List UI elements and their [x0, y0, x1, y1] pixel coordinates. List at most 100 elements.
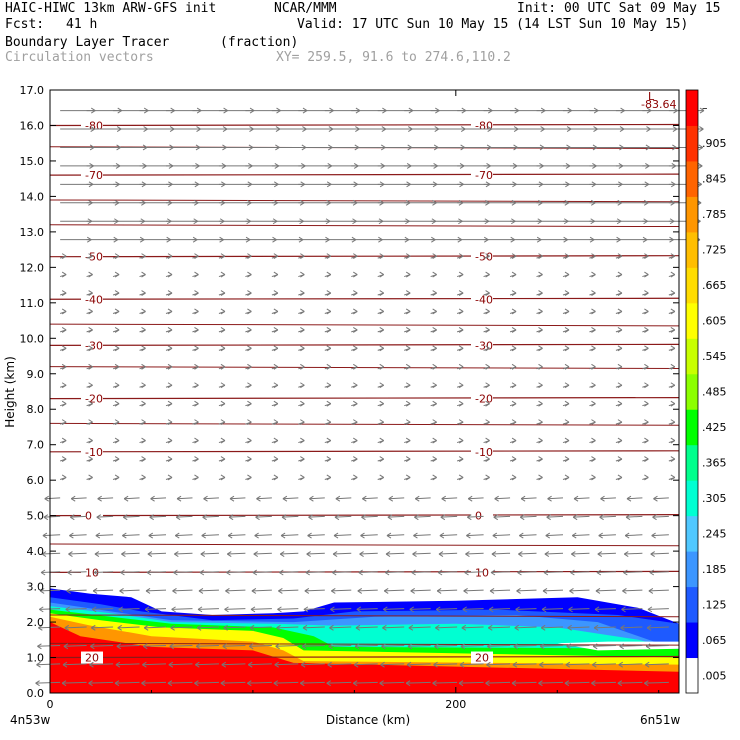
vector-head — [511, 271, 517, 278]
vector-head — [487, 643, 492, 650]
circulation-vector — [117, 626, 140, 629]
vector-head — [591, 363, 596, 370]
vector-head — [37, 643, 42, 650]
vector-head — [273, 474, 279, 481]
circulation-vector — [253, 552, 272, 555]
vector-head — [591, 290, 596, 296]
tracer-band-core — [50, 622, 679, 693]
circulation-vector — [197, 626, 219, 629]
vector-head — [617, 326, 623, 333]
circulation-vector — [171, 608, 193, 610]
circulation-vector — [122, 534, 140, 537]
vector-head — [141, 437, 146, 444]
vector-head — [379, 437, 384, 444]
vector-head — [440, 514, 446, 521]
vector-head — [564, 290, 570, 296]
vector-head — [567, 624, 572, 631]
isotherm-m40 — [49, 297, 680, 300]
vector-head — [511, 419, 517, 426]
colorbar-label: .845 — [702, 173, 727, 186]
vector-head — [273, 382, 279, 389]
circulation-vector — [491, 552, 511, 555]
circulation-vector — [69, 534, 87, 537]
vector-head — [408, 624, 414, 631]
vector-head — [412, 551, 417, 557]
isotherm-label: -50 — [475, 251, 493, 264]
isotherm-unlabeled — [49, 224, 680, 228]
vector-head — [253, 551, 258, 557]
circulation-vector — [646, 644, 669, 647]
vector-head — [273, 363, 279, 370]
vector-head — [353, 419, 358, 426]
vector-head — [353, 437, 358, 444]
vector-head — [220, 437, 226, 444]
vector-head — [167, 290, 173, 296]
vector-head — [141, 308, 146, 315]
vector-head — [571, 551, 576, 557]
vector-head — [141, 363, 146, 370]
vector-head — [649, 569, 655, 576]
vector-head — [653, 495, 658, 502]
circulation-vector — [90, 644, 114, 647]
vector-head — [435, 624, 440, 631]
vector-head — [566, 643, 572, 650]
colorbar-label: .305 — [702, 492, 727, 505]
vector-head — [116, 643, 122, 650]
vector-head — [405, 326, 411, 333]
colorbar-swatch — [686, 338, 698, 375]
circulation-vector — [358, 571, 378, 573]
circulation-vector — [326, 681, 352, 684]
circulation-vector — [617, 681, 643, 684]
circulation-vector — [150, 497, 167, 500]
vector-head — [194, 419, 199, 426]
circulation-vector — [250, 626, 272, 629]
vector-head — [644, 326, 649, 333]
circulation-vector — [226, 571, 246, 573]
vector-head — [61, 382, 67, 389]
vector-head — [458, 419, 464, 426]
colorbar-label: .185 — [702, 563, 727, 576]
vector-head — [699, 107, 705, 114]
vector-head — [519, 514, 525, 521]
circulation-vector — [67, 571, 87, 573]
y-tick-label: 0.0 — [27, 687, 45, 700]
vector-head — [670, 308, 676, 315]
vector-head — [405, 474, 411, 481]
vector-head — [121, 551, 126, 557]
x-axis-label: Distance (km) — [326, 713, 410, 727]
vector-head — [432, 400, 437, 407]
circulation-vector — [95, 534, 114, 537]
vector-head — [538, 419, 543, 426]
vector-head — [300, 308, 305, 315]
circulation-vector — [574, 497, 590, 500]
circulation-vector — [276, 626, 299, 629]
vector-head — [617, 456, 623, 462]
circulation-vector — [407, 644, 431, 647]
circulation-vector — [93, 571, 114, 573]
vector-head — [467, 514, 472, 521]
isotherm-unlabeled — [49, 366, 680, 369]
vector-head — [300, 253, 305, 260]
y-tick-label: 10.0 — [20, 332, 45, 345]
circulation-vector — [173, 571, 193, 573]
vector-head — [61, 326, 67, 333]
colorbar-swatch — [686, 196, 698, 233]
vector-head — [459, 661, 465, 668]
vector-head — [273, 326, 279, 333]
vector-head — [326, 456, 332, 462]
circulation-vector — [624, 552, 643, 555]
vector-head — [407, 643, 413, 650]
vector-head — [144, 606, 150, 613]
vector-head — [335, 495, 341, 502]
y-tick-label: 2.0 — [27, 616, 45, 629]
isotherm-label-bg — [471, 566, 493, 579]
circulation-vector — [41, 552, 61, 555]
vector-head — [432, 271, 437, 278]
vector-head — [252, 569, 258, 576]
vector-head — [623, 569, 628, 576]
vector-head — [326, 400, 332, 407]
vector-head — [300, 290, 305, 296]
circulation-vector — [645, 663, 669, 666]
vector-head — [247, 400, 252, 407]
vector-head — [405, 363, 411, 370]
